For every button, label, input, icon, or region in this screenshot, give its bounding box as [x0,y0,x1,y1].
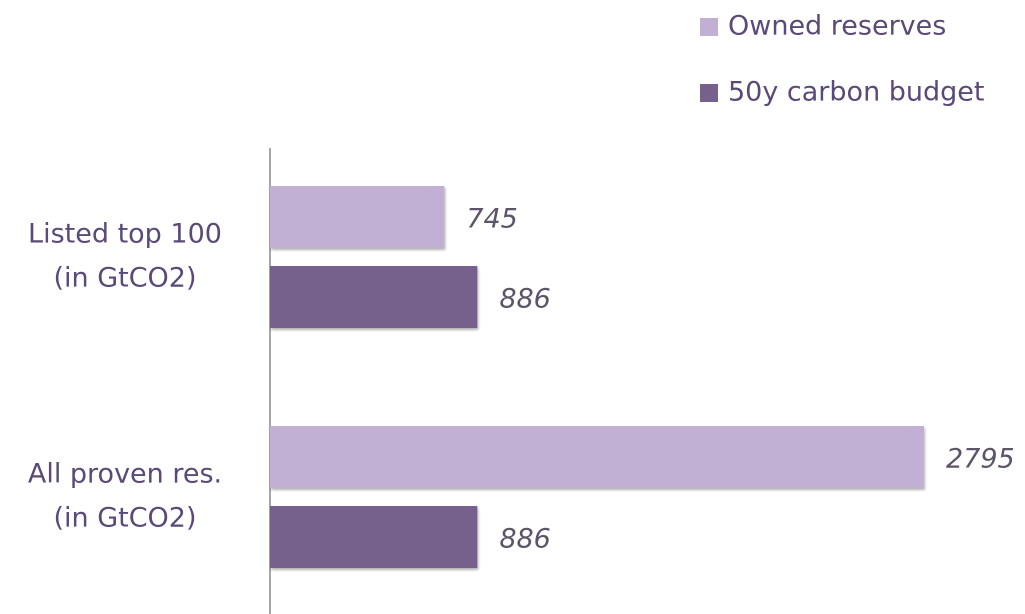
y-tick-label: (in GtCO2) [53,503,196,534]
legend-label: 50y carbon budget [728,77,985,108]
bar [270,266,478,328]
value-label: 2795 [946,444,1015,475]
bar [270,426,925,488]
value-label: 886 [499,524,551,555]
y-tick-label: All proven res. [28,459,222,490]
legend-label: Owned reserves [728,11,946,42]
value-label: 745 [466,204,518,235]
value-label: 886 [499,284,551,315]
legend-swatch [700,18,718,36]
y-tick-label: Listed top 100 [28,219,222,250]
y-tick-label: (in GtCO2) [53,263,196,294]
legend-swatch [700,84,718,102]
bar [270,186,445,248]
bar [270,506,478,568]
